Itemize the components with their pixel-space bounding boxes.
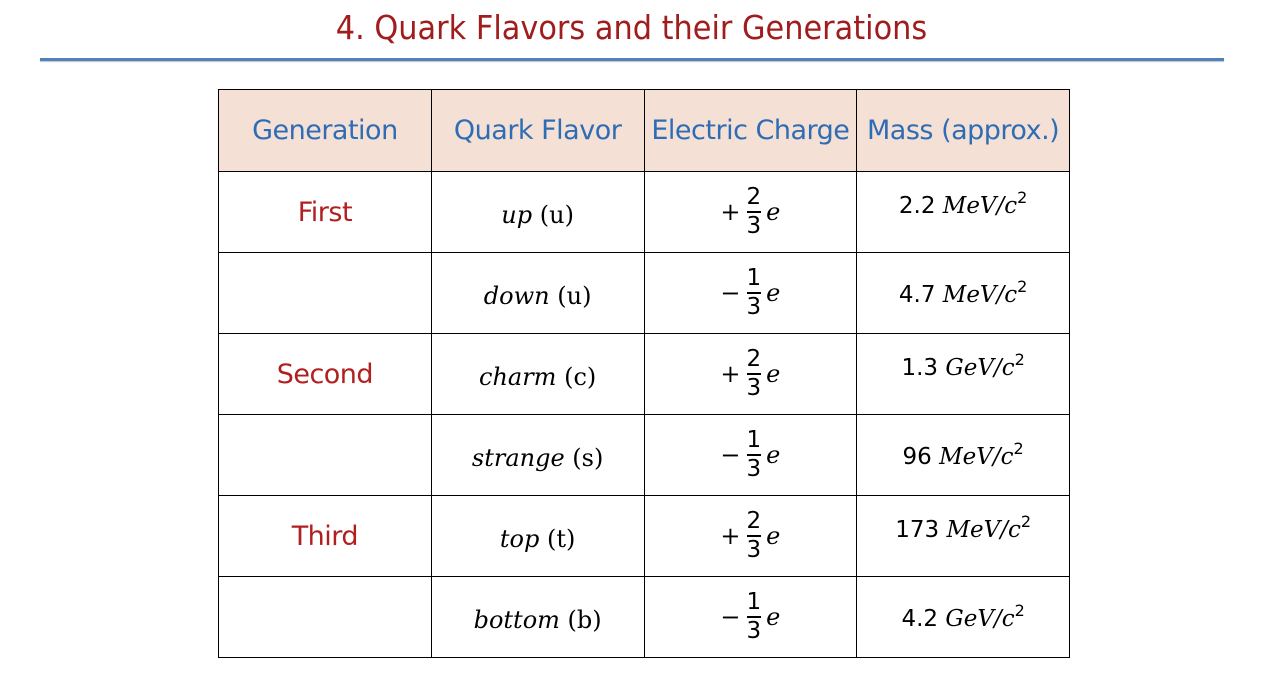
fraction-denominator: 3	[746, 293, 762, 320]
charge-unit: e	[766, 279, 781, 307]
charge-sign: −	[720, 279, 741, 307]
table-row: First up (u) + 2 3 e 2.2 MeV/c2	[218, 171, 1070, 253]
mass-cell: 173 MeV/c2	[856, 495, 1070, 577]
charge-cell: + 2 3 e	[643, 333, 858, 415]
header-quark-flavor: Quark Flavor	[430, 89, 645, 172]
fraction-bar	[746, 292, 761, 294]
generation-label: First	[297, 196, 353, 228]
charge-sign: +	[720, 522, 741, 550]
fraction-denominator: 3	[746, 212, 762, 239]
charge-sign: +	[720, 198, 741, 226]
mass-value: 173 MeV/c2	[895, 512, 1032, 544]
charge-unit: e	[766, 603, 781, 631]
mass-value: 4.2 GeV/c2	[901, 601, 1025, 633]
table-row: down (u) − 1 3 e 4.7 MeV/c2	[218, 252, 1070, 334]
charge-unit: e	[766, 441, 781, 469]
header-row: Generation Quark Flavor Electric Charge …	[218, 89, 1070, 172]
charge-value: + 2 3 e	[720, 348, 780, 400]
flavor-cell: down (u)	[430, 252, 645, 334]
mass-value: 96 MeV/c2	[902, 439, 1024, 471]
generation-cell: Third	[218, 495, 432, 577]
charge-cell: + 2 3 e	[643, 495, 858, 577]
fraction-bar	[746, 454, 761, 456]
flavor-cell: bottom (b)	[430, 576, 645, 658]
flavor-label: down (u)	[483, 282, 592, 310]
flavor-cell: strange (s)	[430, 414, 645, 496]
fraction-denominator: 3	[746, 536, 762, 563]
charge-unit: e	[766, 522, 781, 550]
fraction-denominator: 3	[746, 617, 762, 644]
header-mass: Mass (approx.)	[856, 89, 1070, 172]
generation-cell: Second	[218, 333, 432, 415]
mass-value: 1.3 GeV/c2	[901, 350, 1025, 382]
flavor-cell: charm (c)	[430, 333, 645, 415]
title-underline	[40, 58, 1224, 61]
charge-sign: +	[720, 360, 741, 388]
mass-cell: 4.7 MeV/c2	[856, 252, 1070, 334]
mass-value: 2.2 MeV/c2	[898, 188, 1028, 220]
generation-label: Third	[291, 520, 359, 552]
charge-value: − 1 3 e	[720, 429, 780, 481]
charge-fraction: 1 3	[746, 591, 763, 643]
mass-value: 4.7 MeV/c2	[898, 277, 1028, 309]
page-title: 4. Quark Flavors and their Generations	[335, 8, 928, 47]
charge-unit: e	[766, 360, 781, 388]
charge-fraction: 1 3	[746, 429, 763, 481]
charge-fraction: 2 3	[746, 348, 763, 400]
charge-sign: −	[720, 603, 741, 631]
table-row: strange (s) − 1 3 e 96 MeV/c2	[218, 414, 1070, 496]
table-row: Second charm (c) + 2 3 e 1.3 GeV/c2	[218, 333, 1070, 415]
generation-cell	[218, 576, 432, 658]
flavor-label: top (t)	[499, 525, 576, 553]
charge-value: − 1 3 e	[720, 591, 780, 643]
fraction-bar	[746, 616, 761, 618]
fraction-numerator: 1	[746, 427, 762, 454]
fraction-bar	[746, 535, 761, 537]
header-generation: Generation	[218, 89, 432, 172]
fraction-numerator: 1	[746, 589, 762, 616]
flavor-label: up (u)	[501, 201, 574, 229]
charge-fraction: 2 3	[746, 510, 763, 562]
quark-table: Generation Quark Flavor Electric Charge …	[218, 89, 1070, 658]
header-electric-charge: Electric Charge	[643, 89, 858, 172]
flavor-label: bottom (b)	[473, 606, 602, 634]
generation-cell	[218, 252, 432, 334]
mass-cell: 1.3 GeV/c2	[856, 333, 1070, 415]
fraction-denominator: 3	[746, 374, 762, 401]
charge-cell: − 1 3 e	[643, 414, 858, 496]
table-row: Third top (t) + 2 3 e 173 MeV/c2	[218, 495, 1070, 577]
generation-cell: First	[218, 171, 432, 253]
fraction-denominator: 3	[746, 455, 762, 482]
flavor-cell: up (u)	[430, 171, 645, 253]
mass-cell: 4.2 GeV/c2	[856, 576, 1070, 658]
charge-cell: + 2 3 e	[643, 171, 858, 253]
fraction-numerator: 2	[746, 184, 762, 211]
mass-cell: 2.2 MeV/c2	[856, 171, 1070, 253]
fraction-numerator: 2	[746, 346, 762, 373]
flavor-label: charm (c)	[479, 363, 597, 391]
generation-label: Second	[276, 358, 374, 390]
mass-cell: 96 MeV/c2	[856, 414, 1070, 496]
charge-unit: e	[766, 198, 781, 226]
charge-fraction: 1 3	[746, 267, 763, 319]
generation-cell	[218, 414, 432, 496]
charge-value: − 1 3 e	[720, 267, 780, 319]
charge-value: + 2 3 e	[720, 186, 780, 238]
charge-cell: − 1 3 e	[643, 576, 858, 658]
fraction-bar	[746, 373, 761, 375]
fraction-numerator: 1	[746, 265, 762, 292]
charge-value: + 2 3 e	[720, 510, 780, 562]
flavor-label: strange (s)	[471, 444, 604, 472]
charge-cell: − 1 3 e	[643, 252, 858, 334]
table-row: bottom (b) − 1 3 e 4.2 GeV/c2	[218, 576, 1070, 658]
charge-fraction: 2 3	[746, 186, 763, 238]
flavor-cell: top (t)	[430, 495, 645, 577]
charge-sign: −	[720, 441, 741, 469]
fraction-bar	[746, 211, 761, 213]
fraction-numerator: 2	[746, 508, 762, 535]
